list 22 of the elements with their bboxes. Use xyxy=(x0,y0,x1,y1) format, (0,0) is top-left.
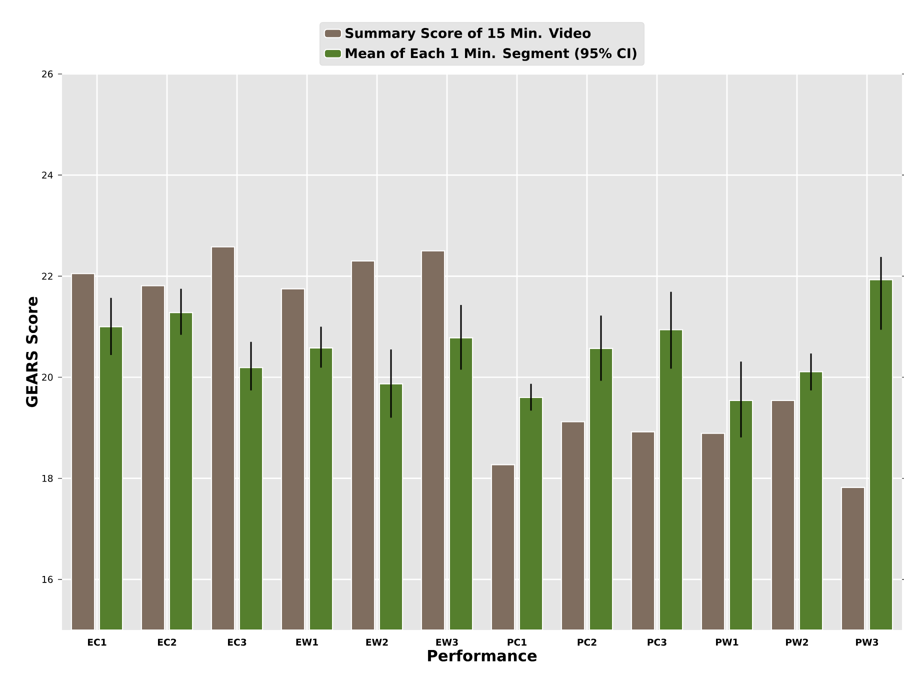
y-tick-label: 22 xyxy=(42,272,52,280)
legend-label: Summary Score of 15 Min. Video xyxy=(346,28,591,41)
x-tick-label: PC2 xyxy=(578,638,596,646)
x-tick-label: EW1 xyxy=(296,638,318,646)
x-tick-label: PC3 xyxy=(648,638,666,646)
x-tick-label: PW1 xyxy=(716,638,738,646)
y-tick-label: 24 xyxy=(42,171,53,178)
x-tick-label: PW3 xyxy=(856,638,878,646)
y-tick-label: 20 xyxy=(42,374,53,381)
legend-label: Mean of Each 1 Min. Segment (95% CI) xyxy=(346,48,636,61)
x-tick-label: EW3 xyxy=(436,638,458,646)
x-tick-label: EC3 xyxy=(228,638,246,646)
y-axis-title: GEARS Score xyxy=(26,296,38,407)
y-tick-label: 18 xyxy=(42,474,53,482)
x-tick-label: PC1 xyxy=(508,638,526,646)
y-tick-label: 16 xyxy=(42,576,53,583)
x-axis-title: Performance xyxy=(428,649,537,662)
x-tick-label: EW2 xyxy=(366,638,388,646)
x-tick-label: EC1 xyxy=(88,638,106,646)
x-tick-label: PW2 xyxy=(786,638,808,646)
y-tick-label: 26 xyxy=(42,70,53,78)
x-tick-label: EC2 xyxy=(158,638,176,646)
